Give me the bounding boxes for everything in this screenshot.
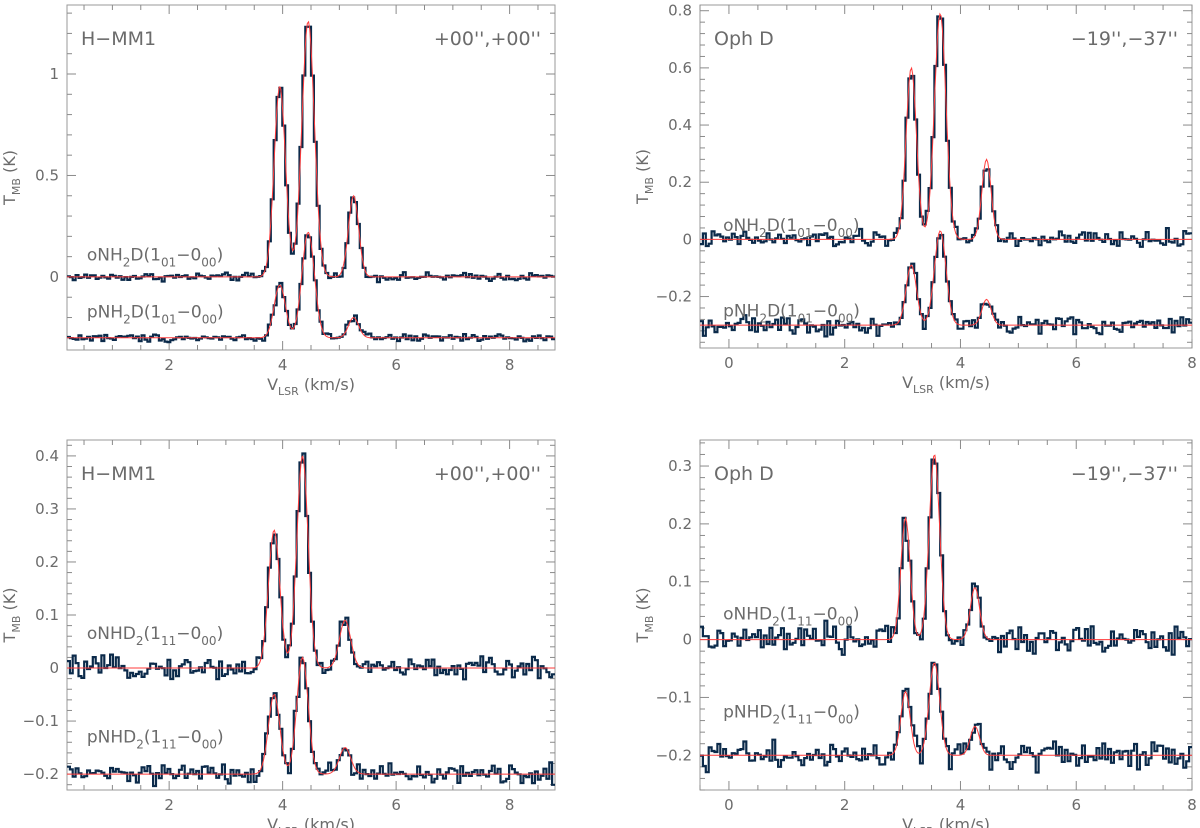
y-tick-label: −0.1: [23, 712, 59, 730]
y-tick-label: 0: [682, 631, 692, 649]
y-tick-label: 0: [49, 268, 59, 286]
panel-1: 2 4 6 8 0 0.5 1 VLSR (km/s) TMB (K) H−MM1 +00'',+0…: [0, 4, 556, 398]
y-tick-label: 0.4: [35, 447, 59, 465]
axes-frame: [699, 439, 1193, 791]
fit-curve-pNH: [700, 230, 1192, 326]
y-tick-label: 0: [49, 659, 59, 677]
transition-label-oNH: oNH2D(101−000): [87, 246, 223, 270]
panel-source-name: Oph D: [714, 463, 774, 485]
y-tick-label: 0.1: [668, 573, 692, 591]
y-tick-label: 0: [682, 230, 692, 248]
y-tick-label: 0.1: [35, 606, 59, 624]
fit-curve-pNH: [67, 231, 555, 339]
transition-label-pNH: pNH2D(101−000): [723, 302, 860, 326]
panel-source-name: H−MM1: [81, 28, 156, 50]
y-tick-label: 0.5: [35, 166, 59, 184]
x-tick-label: 0: [724, 354, 734, 372]
y-tick-label: 0.8: [668, 2, 692, 20]
y-tick-label: 0.3: [668, 457, 692, 475]
x-tick-label: 4: [956, 354, 966, 372]
transition-label-pNHD: pNHD2(111−000): [87, 727, 224, 751]
y-axis-label: TMB (K): [0, 150, 23, 206]
panel-2: 0 2 4 6 8 −0.2 0 0.2 0.4 0.6 0.8 VLSR (km/s) TMB (K)…: [633, 2, 1197, 396]
transition-label-oNHD: oNHD2(111−000): [723, 604, 859, 628]
x-tick-label: 2: [164, 356, 174, 374]
panel-3: 2 4 6 8 −0.2 −0.1 0 0.1 0.2 0.3 0.4 VLSR (km/s) TMB …: [0, 439, 556, 828]
y-tick-label: −0.1: [656, 688, 692, 706]
x-axis-label: VLSR (km/s): [267, 375, 355, 398]
x-tick-label: 2: [840, 354, 850, 372]
y-tick-label: 1: [49, 65, 59, 83]
x-tick-label: 6: [1071, 796, 1081, 814]
transition-label-pNHD: pNHD2(111−000): [723, 703, 860, 727]
fit-curve-oNHD: [700, 454, 1192, 641]
y-axis-label: TMB (K): [633, 588, 656, 644]
y-tick-label: −0.2: [23, 765, 59, 783]
y-tick-label: 0.2: [35, 553, 59, 571]
x-tick-label: 8: [505, 356, 515, 374]
observed-spectrum-oNH: [67, 25, 555, 284]
x-tick-label: 8: [1187, 796, 1197, 814]
y-tick-label: 0.6: [668, 59, 692, 77]
x-tick-label: 4: [278, 796, 288, 814]
observed-spectrum-pNH: [67, 234, 555, 344]
panel-offset: −19'',−37'': [1071, 463, 1178, 485]
y-tick-label: 0.2: [668, 515, 692, 533]
fit-curve-oNH: [67, 20, 555, 278]
x-tick-label: 8: [1187, 354, 1197, 372]
y-tick-label: 0.2: [668, 173, 692, 191]
x-tick-label: 8: [505, 796, 515, 814]
panel-offset: +00'',+00'': [434, 463, 541, 485]
panel-source-name: Oph D: [714, 28, 774, 50]
panel-4: 0 2 4 6 8 −0.2 −0.1 0 0.1 0.2 0.3 VLSR (km/s) TMB (K…: [633, 439, 1197, 828]
y-axis-label: TMB (K): [0, 588, 23, 644]
x-axis-label: VLSR (km/s): [267, 815, 355, 828]
panel-offset: +00'',+00'': [434, 28, 541, 50]
transition-label-pNH: pNH2D(101−000): [87, 303, 224, 327]
x-axis-label: VLSR (km/s): [902, 815, 990, 828]
fit-curve-pNHD: [700, 662, 1192, 756]
x-tick-label: 2: [164, 796, 174, 814]
fit-curve-oNHD: [67, 455, 555, 669]
axes-frame: [699, 4, 1193, 349]
observed-spectrum-pNHD: [67, 656, 555, 788]
panel-offset: −19'',−37'': [1071, 28, 1178, 50]
fit-curve-oNH: [700, 12, 1192, 240]
y-tick-label: 0.4: [668, 116, 692, 134]
y-tick-label: −0.2: [656, 288, 692, 306]
x-tick-label: 2: [840, 796, 850, 814]
x-tick-label: 6: [1071, 354, 1081, 372]
transition-label-oNHD: oNHD2(111−000): [87, 624, 223, 648]
x-tick-label: 6: [391, 356, 401, 374]
fit-curve-pNHD: [67, 656, 555, 775]
x-tick-label: 0: [724, 796, 734, 814]
transition-label-oNH: oNH2D(101−000): [723, 216, 859, 240]
y-axis-label: TMB (K): [633, 149, 656, 205]
panel-source-name: H−MM1: [81, 463, 156, 485]
x-tick-label: 4: [278, 356, 288, 374]
x-axis-label: VLSR (km/s): [902, 373, 990, 396]
y-tick-label: 0.3: [35, 500, 59, 518]
x-tick-label: 6: [391, 796, 401, 814]
y-tick-label: −0.2: [656, 746, 692, 764]
observed-spectrum-oNH: [700, 15, 1192, 248]
x-tick-label: 4: [956, 796, 966, 814]
